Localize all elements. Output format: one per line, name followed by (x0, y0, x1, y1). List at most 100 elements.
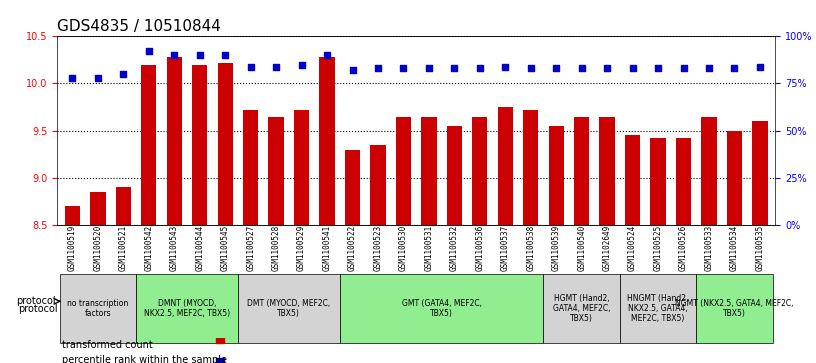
Bar (676, 138, 691, 225)
Bar (268, 117, 284, 225)
Text: protocol: protocol (16, 296, 55, 306)
Text: HNGMT (Hand2,
NKX2.5, GATA4,
MEF2C, TBX5): HNGMT (Hand2, NKX2.5, GATA4, MEF2C, TBX5… (628, 294, 689, 323)
Bar (396, 117, 411, 225)
Text: transformed count: transformed count (62, 340, 153, 350)
Point (193, 52, 206, 58)
Bar (446, 126, 462, 225)
Point (651, 65, 664, 71)
Bar (574, 117, 589, 225)
Text: DMNT (MYOCD,
NKX2.5, MEF2C, TBX5): DMNT (MYOCD, NKX2.5, MEF2C, TBX5) (144, 299, 230, 318)
Text: GSM1100541: GSM1100541 (322, 225, 331, 271)
Bar (141, 65, 157, 225)
Text: GSM1100538: GSM1100538 (526, 225, 535, 271)
Text: GSM1100536: GSM1100536 (475, 225, 485, 271)
Text: GSM1100529: GSM1100529 (297, 225, 306, 271)
Text: GSM1100523: GSM1100523 (374, 225, 383, 271)
Point (550, 65, 563, 71)
Text: protocol: protocol (18, 303, 58, 314)
Bar (370, 145, 386, 225)
Point (66, 75, 79, 81)
Text: GSM1100530: GSM1100530 (399, 225, 408, 271)
Bar (91, 192, 105, 225)
FancyBboxPatch shape (696, 274, 773, 343)
Bar (319, 57, 335, 225)
Point (626, 65, 639, 71)
Text: GSM1100527: GSM1100527 (246, 225, 255, 271)
Text: GSM1100528: GSM1100528 (272, 225, 281, 271)
Point (321, 52, 334, 58)
Text: NGMT (NKX2.5, GATA4, MEF2C,
TBX5): NGMT (NKX2.5, GATA4, MEF2C, TBX5) (675, 299, 794, 318)
Text: GMT (GATA4, MEF2C,
TBX5): GMT (GATA4, MEF2C, TBX5) (401, 299, 481, 318)
Bar (472, 117, 487, 225)
Text: GSM1102649: GSM1102649 (603, 225, 612, 271)
Point (219, 52, 232, 58)
Text: GSM1100540: GSM1100540 (577, 225, 586, 271)
Bar (548, 126, 564, 225)
Text: GSM1100533: GSM1100533 (704, 225, 713, 271)
Point (448, 65, 461, 71)
FancyBboxPatch shape (339, 274, 543, 343)
Point (371, 65, 384, 71)
Bar (752, 121, 768, 225)
FancyBboxPatch shape (60, 274, 136, 343)
Point (91, 75, 104, 81)
FancyBboxPatch shape (620, 274, 696, 343)
Text: GSM1100531: GSM1100531 (424, 225, 433, 271)
Bar (421, 117, 437, 225)
Bar (192, 65, 207, 225)
Point (244, 64, 257, 69)
Point (524, 65, 537, 71)
Bar (294, 110, 309, 225)
FancyBboxPatch shape (543, 274, 620, 343)
Text: GSM1100522: GSM1100522 (348, 225, 357, 271)
Point (499, 64, 512, 69)
Point (601, 65, 614, 71)
Bar (625, 135, 641, 225)
Text: GSM1100543: GSM1100543 (170, 225, 179, 271)
Point (168, 52, 181, 58)
Point (423, 65, 436, 71)
Bar (166, 57, 182, 225)
Text: GSM1100535: GSM1100535 (756, 225, 765, 271)
Text: GSM1100519: GSM1100519 (68, 225, 77, 271)
Bar (498, 107, 513, 225)
Text: GSM1100526: GSM1100526 (679, 225, 688, 271)
Bar (243, 110, 259, 225)
Point (703, 65, 716, 71)
Bar (218, 63, 233, 225)
Point (269, 64, 282, 69)
Point (295, 62, 308, 68)
Point (753, 64, 766, 69)
FancyBboxPatch shape (136, 274, 238, 343)
Text: percentile rank within the sample: percentile rank within the sample (62, 355, 227, 363)
Point (142, 49, 155, 54)
Text: GSM1100534: GSM1100534 (730, 225, 739, 271)
Text: GSM1100524: GSM1100524 (628, 225, 637, 271)
Text: GSM1100542: GSM1100542 (144, 225, 153, 271)
Bar (523, 110, 539, 225)
Bar (727, 131, 742, 225)
Point (117, 71, 130, 77)
Text: DMT (MYOCD, MEF2C,
TBX5): DMT (MYOCD, MEF2C, TBX5) (247, 299, 330, 318)
Point (728, 65, 741, 71)
Text: no transcription
factors: no transcription factors (67, 299, 128, 318)
Point (575, 65, 588, 71)
Text: HGMT (Hand2,
GATA4, MEF2C,
TBX5): HGMT (Hand2, GATA4, MEF2C, TBX5) (553, 294, 610, 323)
Point (473, 65, 486, 71)
Bar (600, 117, 614, 225)
Bar (345, 150, 360, 225)
Bar (650, 138, 666, 225)
Bar (702, 117, 716, 225)
Text: GSM1100521: GSM1100521 (119, 225, 128, 271)
Text: GDS4835 / 10510844: GDS4835 / 10510844 (57, 19, 221, 34)
Text: GSM1100545: GSM1100545 (220, 225, 229, 271)
FancyBboxPatch shape (238, 274, 339, 343)
Text: GSM1100537: GSM1100537 (501, 225, 510, 271)
Point (397, 65, 410, 71)
Text: GSM1100525: GSM1100525 (654, 225, 663, 271)
Text: GSM1100520: GSM1100520 (93, 225, 102, 271)
Bar (64, 206, 80, 225)
Point (677, 65, 690, 71)
Text: GSM1100532: GSM1100532 (450, 225, 459, 271)
Point (346, 68, 359, 73)
